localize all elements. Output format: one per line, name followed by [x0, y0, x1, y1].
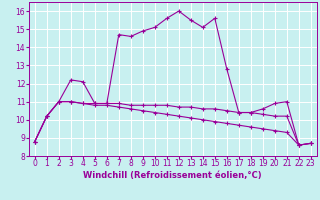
X-axis label: Windchill (Refroidissement éolien,°C): Windchill (Refroidissement éolien,°C) [84, 171, 262, 180]
